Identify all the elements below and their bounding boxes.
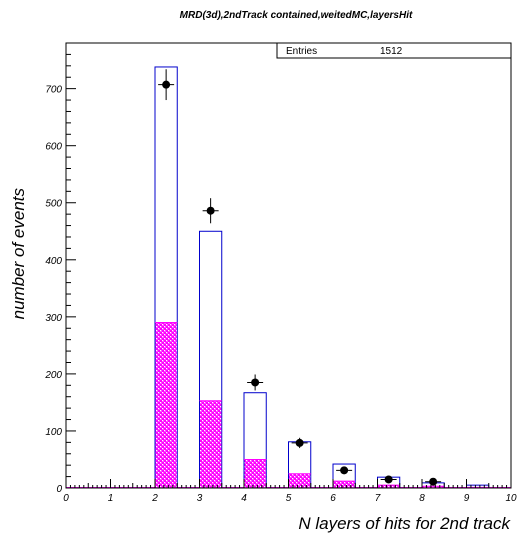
hatched-bar-5 xyxy=(378,485,400,488)
marker-0 xyxy=(162,80,171,89)
y-tick-label: 600 xyxy=(45,142,62,153)
hatched-bar-0 xyxy=(155,322,177,488)
x-tick-label: 10 xyxy=(505,493,517,504)
marker-5 xyxy=(384,475,393,484)
y-axis-title: number of events xyxy=(9,188,28,320)
data-point-0 xyxy=(158,69,175,101)
stats-entries-label: Entries xyxy=(286,46,317,57)
x-tick-label: 8 xyxy=(419,493,425,504)
data-point-6 xyxy=(425,477,442,486)
hatched-bar-6 xyxy=(422,486,444,488)
stats-box-frame xyxy=(276,42,512,59)
x-tick-label: 2 xyxy=(151,493,158,504)
x-axis-title: N layers of hits for 2nd track xyxy=(298,514,511,533)
y-tick-label: 100 xyxy=(45,427,62,438)
marker-4 xyxy=(340,466,349,475)
y-tick-label: 700 xyxy=(45,85,62,96)
data-point-4 xyxy=(336,466,353,475)
y-tick-label: 200 xyxy=(44,370,62,381)
hatched-bar-1 xyxy=(200,400,222,488)
y-tick-label: 500 xyxy=(45,199,62,210)
marker-6 xyxy=(429,477,438,486)
x-tick-label: 6 xyxy=(330,493,336,504)
data-point-5 xyxy=(380,475,397,484)
marker-2 xyxy=(251,378,260,387)
stats-box: Entries 1512 xyxy=(276,42,512,59)
data-point-1 xyxy=(202,198,219,224)
x-tick-label: 4 xyxy=(241,493,247,504)
x-tick-label: 7 xyxy=(375,493,381,504)
marker-3 xyxy=(295,438,304,447)
chart-title: MRD(3d),2ndTrack contained,weitedMC,laye… xyxy=(180,10,413,21)
marker-1 xyxy=(206,206,215,215)
x-tick-label: 3 xyxy=(197,493,203,504)
hatched-bar-2 xyxy=(244,459,266,488)
y-tick-label: 300 xyxy=(45,313,62,324)
x-tick-label: 1 xyxy=(108,493,114,504)
plot-frame xyxy=(65,42,512,489)
y-tick-label: 0 xyxy=(56,484,62,495)
hatched-bar-4 xyxy=(333,481,355,488)
hatched-bar-3 xyxy=(289,473,311,488)
data-point-3 xyxy=(291,437,308,449)
x-tick-label: 0 xyxy=(63,493,69,504)
y-tick-label: 400 xyxy=(45,256,62,267)
stats-entries-value: 1512 xyxy=(380,46,403,57)
data-point-2 xyxy=(247,374,264,391)
x-tick-label: 5 xyxy=(286,493,292,504)
x-tick-label: 9 xyxy=(464,493,470,504)
